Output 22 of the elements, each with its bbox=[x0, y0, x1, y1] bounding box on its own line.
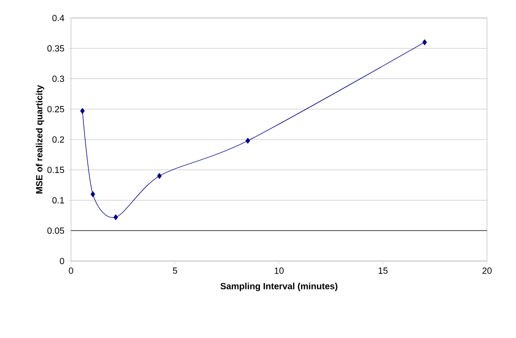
point bbox=[80, 108, 85, 114]
x-axis-title: Sampling Interval (minutes) bbox=[220, 282, 338, 292]
x-tick-label: 15 bbox=[378, 268, 388, 274]
point bbox=[422, 39, 427, 46]
x-tick-label: 0 bbox=[68, 268, 74, 274]
y-axis-title: MSE of realized quarticity bbox=[36, 84, 44, 194]
x-tick-label: 20 bbox=[482, 268, 492, 274]
point bbox=[90, 191, 96, 198]
y-tick-label: 0.3 bbox=[52, 76, 64, 82]
y-tick-label: 0.2 bbox=[52, 136, 64, 143]
y-tick-label: 0.25 bbox=[47, 106, 64, 112]
x-tick-label: 5 bbox=[172, 268, 178, 274]
point bbox=[246, 138, 250, 144]
y-tick-label: 0.05 bbox=[47, 227, 64, 234]
y-tick-label: 0 bbox=[60, 258, 64, 264]
point bbox=[113, 214, 118, 220]
point bbox=[157, 173, 162, 179]
y-tick-label: 0.35 bbox=[47, 45, 64, 52]
y-tick-label: 0.15 bbox=[47, 166, 64, 174]
y-tick-label: 0.4 bbox=[52, 14, 64, 22]
x-tick-label: 10 bbox=[274, 268, 284, 274]
y-tick-label: 0.1 bbox=[52, 197, 64, 204]
